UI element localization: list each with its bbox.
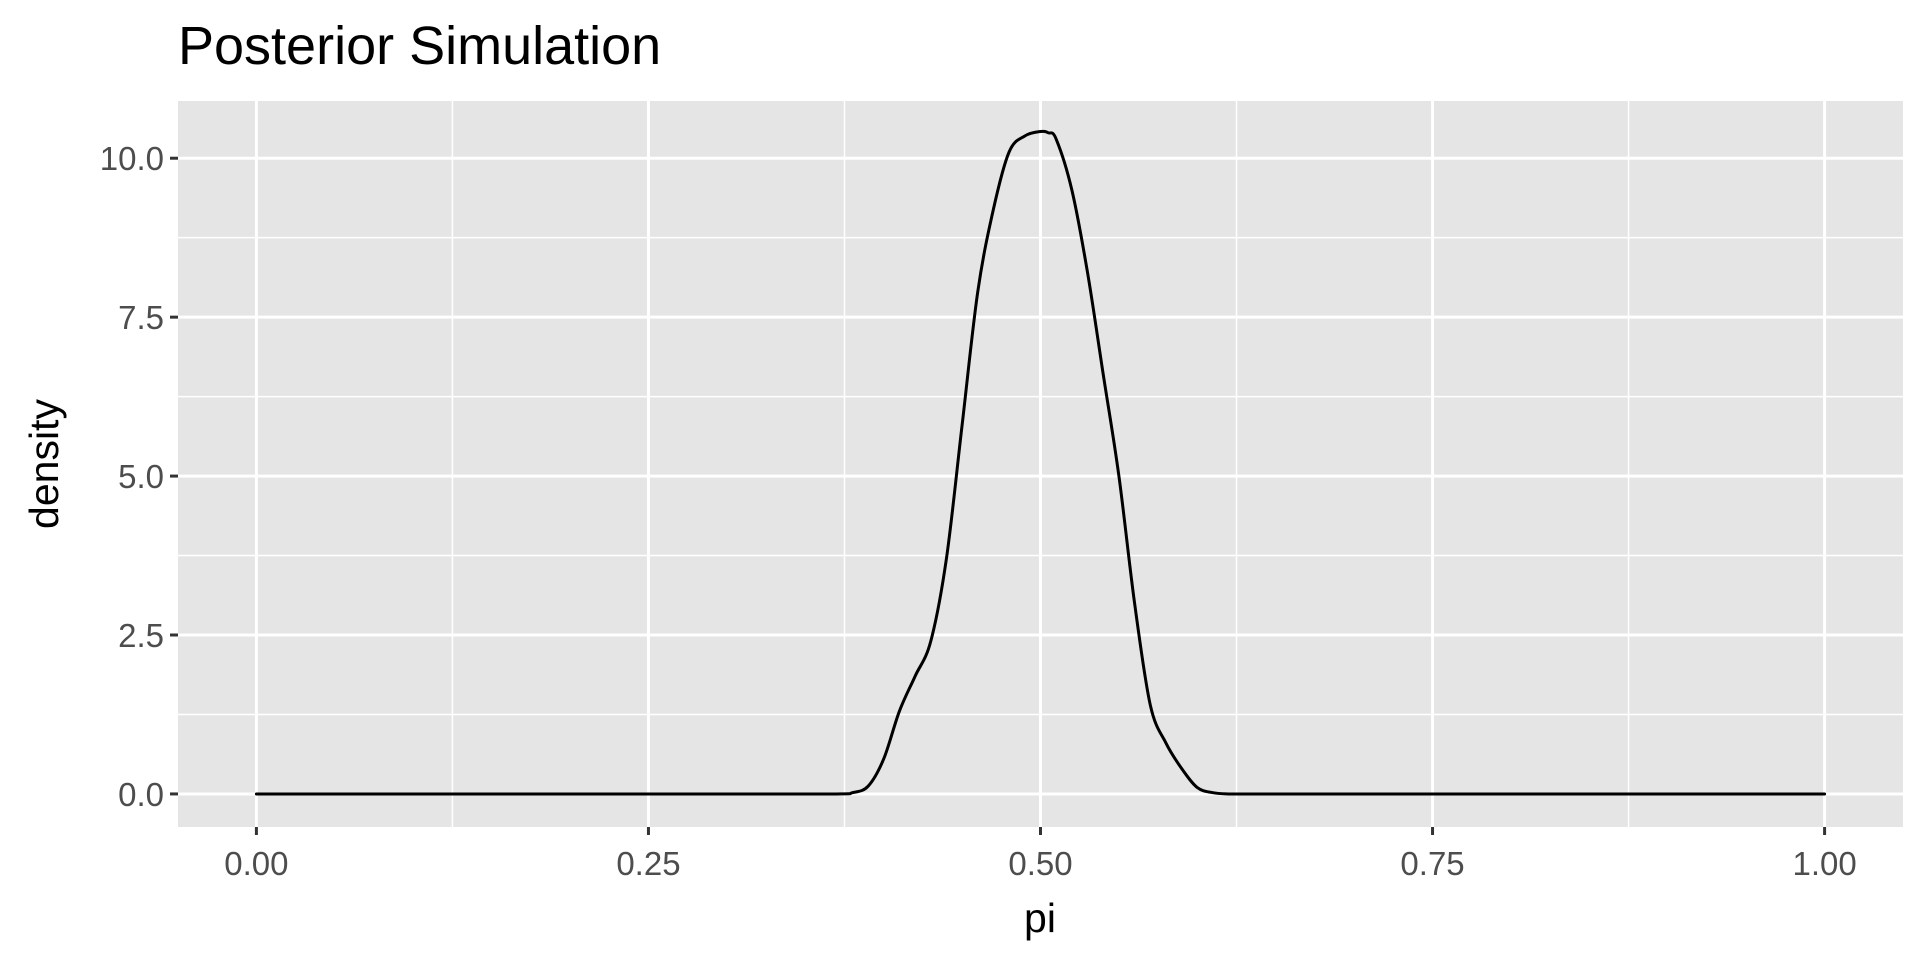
x-tick-label: 0.25 <box>616 845 680 882</box>
chart-title: Posterior Simulation <box>178 16 661 76</box>
x-axis-title: pi <box>1024 895 1056 941</box>
y-tick-label: 7.5 <box>118 299 164 336</box>
x-tick-label: 0.75 <box>1400 845 1464 882</box>
y-axis: 0.0 2.5 5.0 7.5 10.0 <box>100 140 178 813</box>
density-line <box>254 129 1827 796</box>
y-tick-label: 10.0 <box>100 140 164 177</box>
y-tick-label: 2.5 <box>118 617 164 654</box>
y-axis-title: density <box>21 399 67 529</box>
x-tick-label: 1.00 <box>1792 845 1856 882</box>
y-tick-label: 0.0 <box>118 776 164 813</box>
x-axis: 0.00 0.25 0.50 0.75 1.00 <box>224 827 1857 882</box>
x-tick-label: 0.00 <box>224 845 288 882</box>
y-tick-label: 5.0 <box>118 458 164 495</box>
major-gridlines <box>178 101 1903 827</box>
x-tick-label: 0.50 <box>1008 845 1072 882</box>
series-layer <box>254 129 1827 796</box>
